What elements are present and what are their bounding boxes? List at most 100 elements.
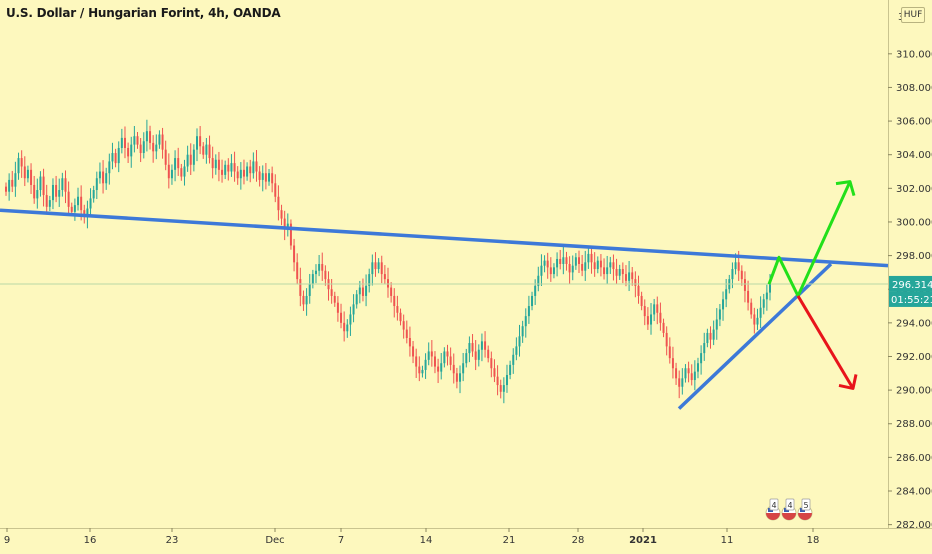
candle [224, 160, 227, 180]
candle [261, 165, 264, 192]
candle [496, 365, 499, 396]
candle [236, 166, 239, 185]
candle [180, 163, 183, 181]
candle [603, 258, 606, 280]
candle [440, 353, 443, 380]
candle [709, 326, 712, 349]
us-flag-event-icon[interactable]: 5 [797, 498, 813, 521]
candle [324, 265, 327, 286]
time-tick-label: 14 [420, 535, 433, 546]
candle [568, 256, 571, 284]
candle [540, 254, 543, 286]
candle [23, 156, 26, 187]
candle [183, 159, 186, 186]
candle [114, 148, 117, 168]
candle [296, 253, 299, 285]
candle [365, 274, 368, 307]
candle [756, 308, 759, 330]
candle [186, 145, 189, 172]
candle [255, 150, 258, 182]
candle [20, 150, 23, 178]
candle [562, 245, 565, 275]
resistance-trendline[interactable] [0, 208, 889, 268]
candle [712, 320, 715, 346]
candle [678, 370, 681, 399]
candle [149, 125, 152, 150]
candle [477, 344, 480, 367]
candle [646, 307, 649, 330]
candle [462, 353, 465, 382]
bullish-projection-arrow[interactable] [767, 180, 852, 298]
candle [668, 337, 671, 364]
time-tick-label: 11 [721, 535, 734, 546]
bearish-projection-arrow[interactable] [796, 295, 855, 390]
candle [73, 198, 76, 221]
candle [242, 159, 245, 185]
support-trendline[interactable] [677, 262, 833, 410]
candle [427, 342, 430, 366]
time-tick-label: 2021 [629, 535, 657, 546]
us-flag-event-icon[interactable]: 4 [765, 498, 781, 521]
candle [743, 271, 746, 303]
candle [117, 141, 120, 173]
candle [521, 320, 524, 343]
candle [665, 326, 668, 356]
candle [443, 347, 446, 368]
candle [174, 150, 177, 182]
candle [192, 144, 195, 172]
candle [465, 348, 468, 368]
candle [67, 181, 70, 215]
candle [599, 254, 602, 277]
candle [618, 264, 621, 280]
us-flag-event-icon[interactable]: 4 [781, 498, 797, 521]
candle [202, 142, 205, 159]
candle [105, 167, 108, 190]
candle [271, 166, 274, 193]
candle [61, 172, 64, 197]
candle [637, 275, 640, 304]
candle [33, 175, 36, 204]
candle [747, 280, 750, 311]
candle [418, 356, 421, 382]
candle [480, 333, 483, 362]
candle [390, 282, 393, 303]
candle [164, 140, 167, 171]
candle [145, 119, 148, 152]
candle [14, 161, 17, 197]
candle [111, 142, 114, 170]
candle [527, 295, 530, 324]
price-tick-label: 298.000 [896, 251, 932, 262]
currency-badge[interactable]: HUF [901, 7, 925, 23]
price-tick-label: 306.000 [896, 117, 932, 128]
candle [42, 168, 45, 207]
candle [92, 185, 95, 203]
candle [268, 168, 271, 186]
candle [239, 162, 242, 190]
candle [455, 367, 458, 389]
candle [759, 296, 762, 329]
candle [690, 364, 693, 386]
candle [753, 307, 756, 334]
candle [415, 348, 418, 378]
candle [515, 337, 518, 361]
candle [659, 302, 662, 331]
candle [662, 318, 665, 338]
current-price-badge [889, 275, 932, 292]
candle [340, 303, 343, 329]
candle [336, 296, 339, 322]
bearish-arrowhead [838, 374, 858, 390]
time-tick-label: 16 [84, 535, 97, 546]
candle [208, 135, 211, 164]
economic-events[interactable]: 4 4 5 [765, 498, 813, 521]
candle [700, 345, 703, 375]
candle [246, 162, 249, 181]
price-tick-label: 302.000 [896, 184, 932, 195]
candle [546, 252, 549, 279]
candle [361, 278, 364, 302]
candle [571, 255, 574, 281]
time-tick-label: 18 [807, 535, 820, 546]
time-axis[interactable]: 9 16 23 Dec 7 14 21 28 2021 11 18 [4, 528, 820, 546]
